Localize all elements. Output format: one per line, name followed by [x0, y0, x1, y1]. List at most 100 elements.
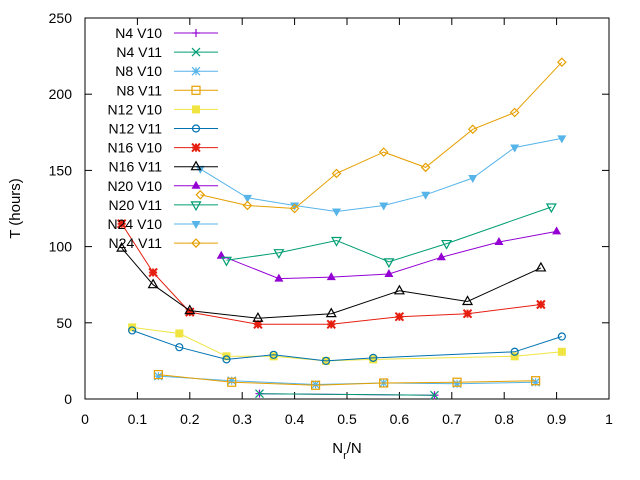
data-point-n16-v10 — [536, 299, 546, 310]
data-point-n12-v10 — [510, 352, 519, 361]
data-point-n8-v10 — [452, 379, 462, 389]
data-point-n16-v10 — [394, 311, 405, 322]
legend-item-n8-v11: N8 V11 — [116, 82, 218, 98]
data-point-n24-v11 — [331, 168, 342, 179]
data-point-n20-v10 — [274, 273, 284, 282]
legend-item-n16-v11: N16 V11 — [109, 159, 218, 175]
legend-label: N8 V11 — [116, 82, 162, 98]
data-point-n16-v11 — [325, 307, 337, 318]
data-point-n24-v10 — [510, 144, 520, 153]
data-point-n16-v10 — [462, 308, 473, 319]
data-point-n24-v11 — [242, 200, 253, 211]
legend-item-n8-v10: N8 V10 — [115, 63, 218, 79]
data-point-n20-v11 — [383, 258, 395, 269]
y-tick-label: 0 — [64, 391, 72, 407]
data-point-n16-v10 — [326, 319, 336, 330]
data-point-n16-v11 — [252, 312, 264, 322]
data-point-n20-v10 — [436, 252, 446, 261]
legend-marker — [191, 142, 201, 153]
data-point-n20-v10 — [384, 269, 394, 278]
data-point-n4-v11 — [430, 390, 439, 400]
legend-item-n24-v10: N24 V10 — [108, 216, 218, 232]
x-tick-label: 0 — [81, 411, 89, 427]
data-point-n12-v11 — [222, 355, 231, 364]
legend-item-n24-v11: N24 V11 — [109, 235, 218, 251]
data-point-n12-v11 — [269, 350, 278, 359]
x-tick-label: 0.5 — [337, 411, 357, 427]
legend-item-n16-v10: N16 V10 — [108, 140, 218, 156]
data-point-n24-v10 — [468, 175, 478, 184]
series-layer — [116, 57, 567, 400]
x-tick-label: 0.3 — [232, 411, 252, 427]
data-point-n4-v11 — [255, 389, 264, 399]
data-point-n20-v11 — [220, 256, 233, 267]
legend-label: N4 V10 — [115, 25, 162, 41]
data-point-n24-v10 — [557, 135, 567, 144]
legend-marker — [191, 180, 201, 189]
data-point-n24-v11 — [420, 162, 431, 173]
series-line-n16-v11 — [121, 247, 542, 319]
data-point-n12-v10 — [269, 352, 278, 361]
legend-marker — [190, 160, 202, 171]
legend-label: N8 V10 — [115, 63, 162, 79]
series-n20-v11 — [220, 203, 557, 269]
legend-marker — [191, 66, 201, 76]
x-tick-label: 0.4 — [285, 411, 305, 427]
data-point-n24-v11 — [195, 189, 206, 200]
legend-label: N20 V11 — [109, 197, 163, 213]
legend-label: N24 V10 — [108, 216, 163, 232]
series-n12-v11 — [128, 326, 566, 365]
legend-marker — [191, 221, 201, 229]
legend-item-n20-v11: N20 V11 — [109, 197, 218, 213]
data-point-n8-v10 — [311, 380, 320, 389]
x-axis-label: Nr/N — [332, 440, 362, 462]
x-tick-label: 0.1 — [128, 411, 148, 427]
data-point-n16-v10 — [116, 219, 127, 229]
data-point-n20-v10 — [552, 226, 562, 235]
series-n24-v11 — [195, 57, 567, 214]
data-point-n24-v11 — [509, 107, 520, 118]
legend: N4 V10 N4 V11 N8 V10 N8 V11 N12 V10 N12 V11 N1… — [108, 25, 218, 251]
data-point-n24-v11 — [556, 57, 567, 68]
data-point-n16-v11 — [116, 241, 128, 252]
x-tick-label: 0.8 — [494, 411, 514, 427]
data-point-n20-v10 — [494, 237, 504, 246]
data-point-n24-v11 — [378, 147, 389, 157]
y-axis-ticks: 0 50 100 150 200 250 — [49, 10, 609, 407]
y-tick-label: 100 — [49, 239, 73, 255]
series-line-n16-v10 — [121, 223, 541, 325]
data-point-n8-v10 — [153, 371, 163, 381]
data-point-n12-v11 — [321, 356, 331, 365]
data-point-n24-v10 — [290, 202, 300, 211]
data-point-n16-v11 — [535, 261, 547, 272]
series-n8-v11 — [153, 370, 541, 390]
data-point-n24-v11 — [467, 124, 478, 135]
legend-item-n4-v11: N4 V11 — [116, 44, 218, 60]
legend-label: N4 V11 — [116, 44, 162, 60]
series-line-n12-v11 — [132, 329, 562, 362]
series-n20-v10 — [216, 226, 562, 282]
data-point-n24-v10 — [242, 194, 252, 203]
series-line-n4-v11 — [259, 393, 435, 396]
legend-label: N24 V11 — [109, 235, 163, 251]
data-point-n8-v11 — [153, 370, 163, 380]
x-tick-label: 0.7 — [442, 411, 462, 427]
data-point-n12-v11 — [557, 332, 566, 341]
legend-item-n12-v10: N12 V10 — [108, 101, 218, 117]
x-axis-ticks: 0 0.1 0.2 0.3 0.4 0.5 0.6 0.7 0.8 0.9 1 — [81, 18, 613, 427]
legend-label: N12 V11 — [109, 121, 163, 137]
data-point-n24-v10 — [379, 202, 389, 211]
legend-marker — [190, 201, 202, 212]
legend-item-n12-v11: N12 V11 — [109, 121, 218, 137]
y-axis-label: T (hours) — [7, 178, 24, 239]
data-point-n16-v10 — [185, 307, 195, 317]
data-point-n20-v11 — [330, 236, 343, 247]
legend-label: N12 V10 — [108, 101, 163, 117]
data-point-n16-v11 — [184, 304, 196, 315]
data-point-n12-v10 — [175, 329, 184, 338]
series-line-n24-v11 — [200, 61, 563, 210]
series-line-n8-v11 — [158, 374, 536, 386]
series-line-n20-v11 — [226, 206, 552, 263]
data-point-n8-v11 — [310, 380, 321, 390]
